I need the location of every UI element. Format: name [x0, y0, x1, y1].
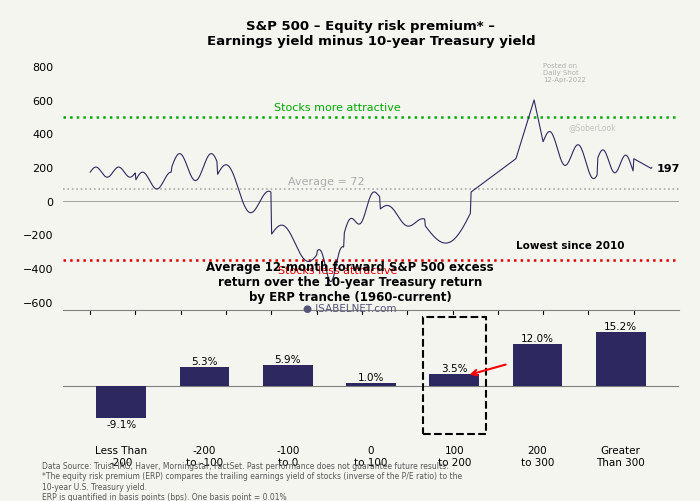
- Bar: [429, 374, 480, 386]
- Title: S&P 500 – Equity risk premium* –
Earnings yield minus 10-year Treasury yield: S&P 500 – Equity risk premium* – Earning…: [206, 20, 536, 48]
- Bar: [512, 344, 563, 386]
- Text: ● ISABELNET.com: ● ISABELNET.com: [303, 303, 397, 313]
- Text: 5.3%: 5.3%: [191, 357, 218, 367]
- Text: -9.1%: -9.1%: [106, 420, 136, 429]
- Text: @SoberLook: @SoberLook: [568, 123, 616, 132]
- Text: 1.0%: 1.0%: [358, 372, 384, 382]
- Text: 5.9%: 5.9%: [274, 354, 301, 364]
- Bar: [262, 366, 313, 386]
- Text: 197: 197: [657, 163, 680, 173]
- Text: 12.0%: 12.0%: [521, 333, 554, 343]
- Text: 15.2%: 15.2%: [604, 322, 637, 332]
- Text: 3.5%: 3.5%: [441, 363, 468, 373]
- Text: Stocks more attractive: Stocks more attractive: [274, 102, 400, 112]
- Bar: [97, 386, 146, 418]
- Text: Data Source: Truist IAG, Haver, Morningstar, FactSet. Past performance does not : Data Source: Truist IAG, Haver, Mornings…: [42, 461, 462, 501]
- Text: Lowest since 2010: Lowest since 2010: [516, 240, 624, 250]
- Bar: [179, 368, 230, 386]
- Bar: [346, 383, 396, 386]
- Text: Stocks less attractive: Stocks less attractive: [278, 265, 397, 275]
- Text: Posted on
Daily Shot
12-Apr-2022: Posted on Daily Shot 12-Apr-2022: [543, 63, 587, 83]
- Text: Average = 72: Average = 72: [288, 177, 365, 187]
- Text: Average 12-month forward S&P 500 excess
return over the 10-year Treasury return
: Average 12-month forward S&P 500 excess …: [206, 260, 494, 303]
- Bar: [596, 333, 645, 386]
